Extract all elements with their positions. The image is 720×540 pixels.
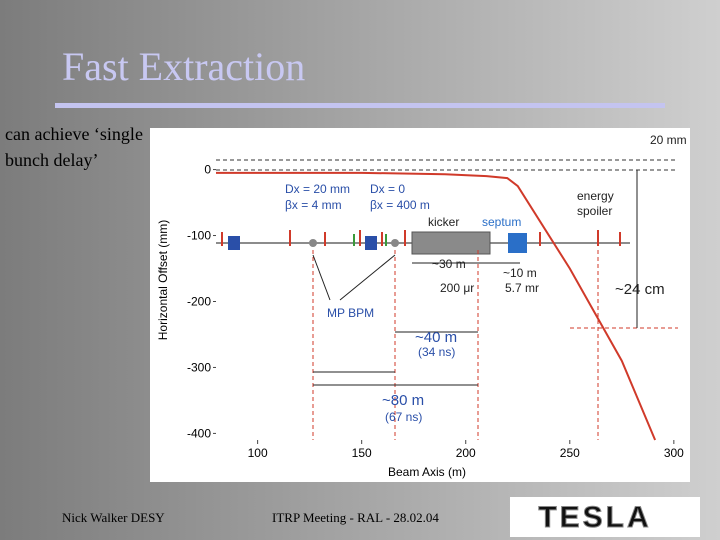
annotation: ~24 cm	[615, 281, 665, 298]
annotation: ~40 m	[415, 329, 457, 346]
annotation: MP BPM	[327, 306, 374, 320]
annotation: βx = 4 mm	[285, 198, 342, 212]
bpm	[309, 239, 317, 247]
annotation: septum	[482, 215, 521, 229]
y-tick-label: -200	[187, 294, 211, 308]
annotation: ~30 m	[432, 257, 466, 271]
annotation: kicker	[428, 215, 459, 229]
septum	[508, 233, 527, 253]
x-tick-label: 200	[456, 446, 476, 460]
annotation: energy	[577, 189, 614, 203]
annotation: (67 ns)	[385, 410, 422, 424]
y-tick-label: -100	[187, 229, 211, 243]
annotation: ~80 m	[382, 392, 424, 409]
body-text: can achieve ‘single	[5, 124, 143, 144]
chart: 100 150 200 250 300 0 -100 -200 -300 -400 Beam Axi…	[156, 133, 687, 479]
correctors	[353, 234, 387, 246]
slide-title: Fast Extraction	[62, 44, 305, 89]
annotation: spoiler	[577, 204, 612, 218]
annotation: ~10 m	[503, 266, 537, 280]
logo-box	[510, 497, 700, 537]
x-tick-label: 100	[248, 446, 268, 460]
quadrupole	[228, 236, 240, 250]
data-line	[216, 171, 657, 441]
chart-panel	[150, 128, 690, 482]
annotation: 200 μr	[440, 281, 474, 295]
guide-lines	[312, 250, 678, 440]
annotation: 20 mm	[650, 133, 687, 147]
footer-center: ITRP Meeting - RAL - 28.02.04	[272, 510, 439, 525]
x-tick-label: 250	[560, 446, 580, 460]
y-tick-label: -300	[187, 360, 211, 374]
body-text: bunch delay’	[5, 150, 98, 170]
x-tick-label: 300	[664, 446, 684, 460]
bpm	[391, 239, 399, 247]
y-tick-label: 0	[204, 163, 211, 177]
magnets	[221, 230, 621, 246]
annotation: βx = 400 m	[370, 198, 430, 212]
x-tick-label: 150	[352, 446, 372, 460]
x-axis-label: Beam Axis (m)	[388, 465, 466, 479]
logo: TESLA	[538, 501, 651, 534]
dimension-arrows	[312, 170, 638, 386]
annotation: Dx = 0	[370, 182, 405, 196]
footer-left: Nick Walker DESY	[62, 510, 165, 525]
annotation: 5.7 mr	[505, 281, 539, 295]
annotation: (34 ns)	[418, 345, 455, 359]
kicker	[411, 231, 491, 255]
quadrupole	[365, 236, 377, 250]
y-tick-label: -400	[187, 426, 211, 440]
y-axis-label: Horizontal Offset (mm)	[156, 220, 170, 340]
annotation: Dx = 20 mm	[285, 182, 350, 196]
title-rule	[55, 103, 665, 108]
